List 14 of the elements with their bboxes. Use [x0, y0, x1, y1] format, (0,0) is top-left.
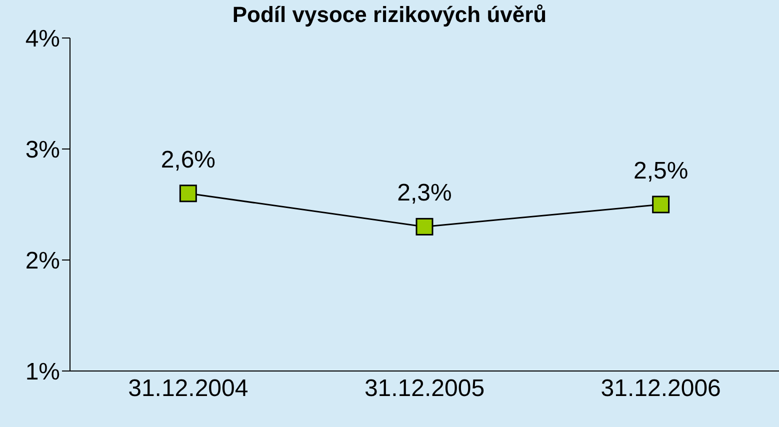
point: [179, 184, 197, 202]
data-label: 2,5%: [633, 158, 688, 184]
x-tick-label: 31.12.2006: [600, 375, 721, 402]
point: [416, 218, 434, 236]
y-tick-label: 2%: [25, 248, 60, 275]
chart-title: Podíl vysoce rizikových úvěrů: [232, 2, 547, 27]
y-tick-label: 4%: [25, 26, 60, 53]
y-tick-label: 3%: [25, 136, 60, 164]
x-tick-label: 31.12.2004: [128, 375, 248, 402]
data-label: 2,6%: [160, 146, 216, 174]
y-tick-label: 1%: [25, 358, 60, 386]
x-tick-label: 31.12.2005: [364, 375, 485, 402]
point: [652, 196, 670, 214]
data-label: 2,3%: [397, 180, 452, 207]
